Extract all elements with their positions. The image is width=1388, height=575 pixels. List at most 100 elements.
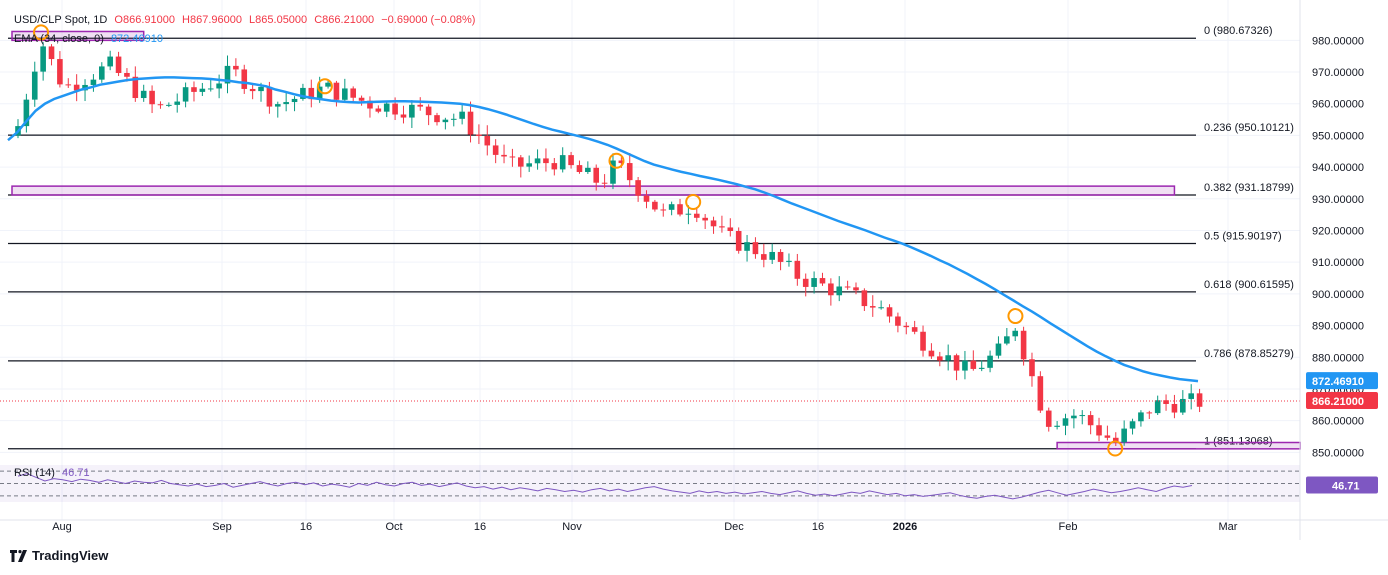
last-price-badge[interactable] — [1306, 391, 1378, 409]
candle-body — [358, 97, 365, 101]
zone-rectangle[interactable] — [1056, 441, 1301, 450]
candle-body — [1154, 400, 1161, 414]
candle-body — [786, 260, 792, 262]
candle-body — [73, 84, 80, 91]
candle-body — [895, 316, 901, 326]
candle-body — [233, 65, 239, 70]
fib-level-label: 0.236 (950.10121) — [1204, 122, 1294, 134]
candle-body — [945, 355, 951, 361]
candle-body — [635, 180, 641, 196]
candle-body — [467, 111, 474, 135]
candle-body — [928, 350, 935, 357]
fib-level-label: 0 (980.67326) — [1204, 25, 1273, 37]
candle-body — [1020, 330, 1027, 360]
tradingview-logo[interactable]: TradingView — [10, 548, 108, 563]
candle-body — [752, 242, 759, 255]
rsi-legend[interactable]: RSI (14) 46.71 — [14, 467, 94, 479]
rsi-legend-value: 46.71 — [62, 467, 90, 479]
time-tick-label: Aug — [52, 521, 72, 533]
time-tick-label: Mar — [1219, 521, 1238, 533]
zone-rectangle[interactable] — [11, 30, 145, 42]
candle-body — [652, 201, 658, 210]
candle-body — [258, 86, 264, 92]
candle-body — [124, 72, 130, 77]
time-tick-label: 16 — [812, 521, 824, 533]
candle-body — [1163, 400, 1169, 404]
time-tick-label: 2026 — [893, 521, 917, 533]
time-tick-label: Sep — [212, 521, 232, 533]
open-value: O866.91000 — [114, 14, 175, 26]
candle-body — [1129, 421, 1136, 429]
candle-body — [970, 360, 977, 369]
time-axis[interactable]: Aug Sep 16 Oct 16 Nov Dec 16 2026 Feb Mar — [0, 519, 1388, 533]
price-tick-label: 950.00000 — [1312, 130, 1364, 142]
zone-rectangle[interactable] — [11, 185, 1176, 196]
candle-body — [1071, 415, 1077, 419]
candle-body — [149, 90, 155, 105]
candle-body — [819, 278, 826, 284]
candle-body — [526, 163, 532, 167]
rsi-band — [0, 465, 1300, 502]
rsi-value-badge-text: 46.71 — [1332, 481, 1360, 493]
candle-body — [1138, 412, 1144, 422]
last-price-badge-text: 866.21000 — [1312, 396, 1364, 408]
candle-body — [434, 115, 440, 123]
ema-legend-value: 872.46910 — [110, 33, 163, 45]
candle-body — [978, 367, 985, 369]
price-tick-label: 890.00000 — [1312, 321, 1364, 333]
candle-body — [1104, 435, 1111, 438]
candle-body — [702, 217, 708, 221]
candle-body — [811, 278, 817, 287]
candle-body — [1004, 336, 1010, 344]
swing-marker — [33, 24, 50, 41]
candle-body — [1146, 412, 1153, 414]
candle-body — [886, 307, 893, 317]
fib-level-label: 0.786 (878.85279) — [1204, 348, 1294, 360]
candle-body — [727, 227, 734, 232]
candle-body — [342, 88, 348, 100]
fib-level-label: 0.382 (931.18799) — [1204, 182, 1294, 194]
candle-body — [90, 79, 97, 85]
candle-body — [1180, 398, 1186, 413]
symbol-name[interactable]: USD/CLP Spot, 1D — [14, 14, 108, 26]
candle-body — [291, 98, 298, 103]
candle-body — [677, 204, 683, 215]
candle-body — [1079, 415, 1086, 417]
low-value: L865.05000 — [249, 14, 308, 26]
candle-body — [57, 59, 63, 85]
candle-body — [107, 56, 113, 67]
ema-34-line — [7, 76, 1199, 383]
candle-body — [568, 155, 574, 166]
price-tick-label: 850.00000 — [1312, 447, 1364, 459]
swing-marker — [1007, 308, 1024, 325]
candle-body — [274, 104, 281, 107]
change-value: −0.69000 (−0.08%) — [381, 14, 476, 26]
tradingview-brand: TradingView — [32, 548, 109, 563]
swing-marker — [1107, 440, 1124, 457]
ema-price-badge-text: 872.46910 — [1312, 376, 1364, 388]
fib-level-label: 1 (851.13068) — [1204, 436, 1273, 448]
candle-body — [224, 65, 231, 84]
candle-body — [484, 136, 491, 146]
price-tick-label: 970.00000 — [1312, 67, 1364, 79]
price-tick-label: 860.00000 — [1312, 416, 1364, 428]
support-resistance-zones[interactable] — [11, 30, 1301, 450]
symbol-header: USD/CLP Spot, 1D O866.91000 H867.96000 L… — [14, 14, 479, 26]
candle-body — [166, 104, 172, 106]
price-tick-label: 960.00000 — [1312, 99, 1364, 111]
ema-legend[interactable]: EMA (34, close, 0) 872.46910 — [14, 33, 167, 45]
candle-body — [367, 100, 373, 109]
candle-body — [869, 306, 876, 308]
time-tick-label: Dec — [724, 521, 744, 533]
candle-body — [174, 101, 181, 105]
candle-body — [576, 165, 583, 172]
candle-body — [853, 287, 859, 291]
candles — [15, 42, 1203, 447]
candle-body — [308, 87, 315, 100]
rsi-value-badge[interactable] — [1306, 476, 1378, 494]
candle-body — [903, 325, 910, 328]
price-axis[interactable]: 850.00000860.00000870.00000880.00000890.… — [1299, 0, 1378, 540]
candle-body — [509, 156, 516, 158]
ema-price-badge[interactable] — [1306, 372, 1378, 390]
